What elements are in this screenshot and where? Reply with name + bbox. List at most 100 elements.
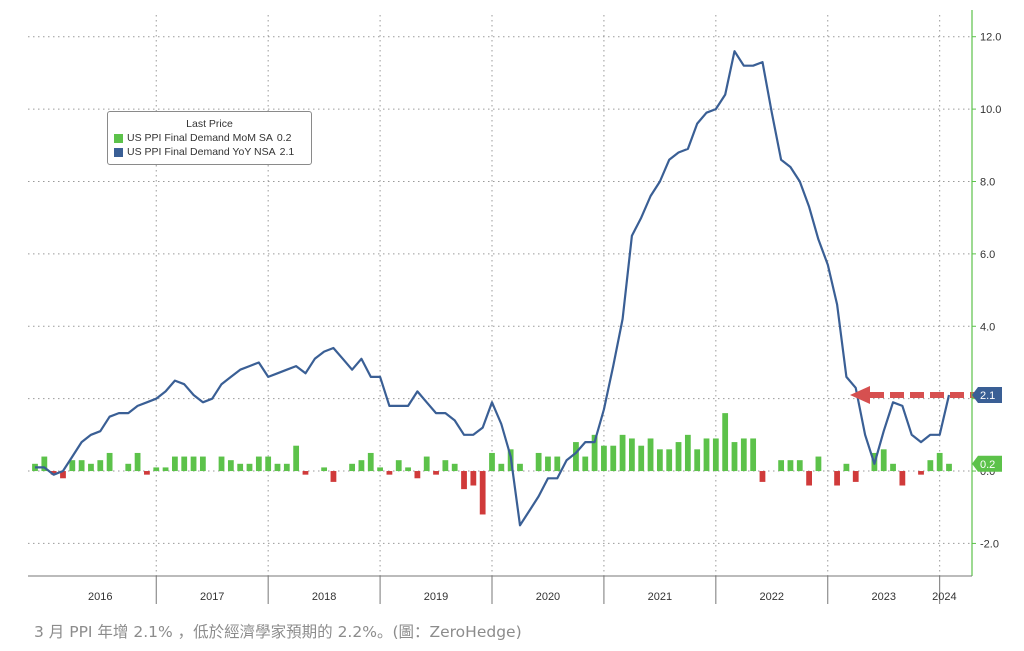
legend-item-mom: US PPI Final Demand MoM SA 0.2 [114,132,311,144]
mom-bar [442,460,449,472]
caption: 3 月 PPI 年增 2.1% ，低於經濟學家預期的 2.2%。(圖：ZeroH… [34,623,522,641]
mom-bar [703,438,710,472]
x-axis: 2016 2017 2018 2019 2020 2021 2022 2023 2024 [28,575,972,604]
value-tag-shape [972,455,1002,472]
y-axis: 12.010.08.06.04.02.00.0-2.02.10.2 [971,10,1002,576]
mom-bar [60,471,66,479]
mom-bar [461,471,467,490]
mom-bar [936,452,943,472]
arrow-head [850,386,870,405]
mom-bar [395,460,402,472]
legend-label-mom: US PPI Final Demand MoM SA [127,132,273,144]
mom-bar [172,456,178,472]
mom-bar [386,471,393,475]
mom-bar [274,463,281,472]
mom-bar [666,449,673,472]
mom-bar [302,471,309,475]
mom-bar [489,452,495,472]
mom-bar [255,456,262,472]
mom-bar [694,449,701,472]
mom-bar [330,471,337,482]
mom-bar [88,463,94,472]
mom-bar [834,471,840,486]
mom-bar [778,460,785,472]
mom-bar [218,456,225,472]
x-tick-label: 2024 [932,591,956,603]
mom-bars [32,413,952,515]
legend: Last Price US PPI Final Demand MoM SA 0.… [107,111,312,165]
mom-bar [358,460,365,472]
mom-bar [451,463,458,472]
mom-value-tag: 0.2 [972,455,1002,472]
mom-bar [134,452,141,472]
mom-bar [675,442,682,472]
y-tick-label: 8.0 [980,176,995,188]
mom-bar [890,463,896,472]
mom-bar [405,467,411,472]
y-tick-label: -2.0 [980,538,999,550]
mom-bar [190,456,197,472]
x-tick-label: 2023 [871,591,895,603]
y-tick-label: 10.0 [980,104,1001,116]
mom-bar [722,413,729,472]
x-tick-label: 2017 [200,591,224,603]
mom-bar [656,449,663,472]
y-tick-label: 4.0 [980,321,995,333]
grid [28,15,972,576]
mom-bar [647,438,654,472]
arrow-annotation [850,386,976,405]
mom-bar [423,456,430,472]
mom-bar [283,463,290,472]
y-tick-label: 6.0 [980,249,995,261]
mom-bar [367,452,374,472]
legend-swatch-mom [114,133,123,143]
mom-bar [750,438,757,472]
mom-bar [787,460,794,472]
mom-bar [433,471,439,475]
mom-bar [601,445,607,472]
mom-bar [162,467,169,472]
mom-bar [796,460,803,472]
mom-bar [582,456,589,472]
x-tick-label: 2022 [760,591,784,603]
mom-bar [41,456,48,472]
ppi-chart: 12.010.08.06.04.02.00.0-2.02.10.2 201620… [28,10,1002,604]
mom-bar [517,463,523,472]
mom-bar [125,463,132,472]
mom-bar [479,471,486,515]
mom-bar [377,467,383,472]
x-tick-label: 2019 [424,591,448,603]
mom-bar [69,460,76,472]
mom-bar [78,460,85,472]
value-tag-shape [972,387,1002,404]
mom-bar [815,456,822,472]
mom-bar [880,449,887,472]
mom-bar [545,456,551,472]
legend-value-mom: 0.2 [276,132,292,144]
mom-bar [843,463,850,472]
mom-bar [470,471,477,486]
legend-item-yoy: US PPI Final Demand YoY NSA 2.1 [114,146,311,158]
legend-swatch-yoy [114,147,123,157]
mom-bar [638,445,645,472]
mom-bar [50,471,57,475]
mom-bar [852,471,859,482]
mom-bar [321,467,328,472]
y-tick-label: 12.0 [980,32,1001,44]
mom-bar [246,463,253,472]
mom-bar [629,438,635,472]
mom-bar [414,471,421,479]
yoy-value-tag: 2.1 [972,387,1002,404]
chart-area: 12.010.08.06.04.02.00.0-2.02.10.2 201620… [28,10,1002,604]
mom-bar [554,456,561,472]
mom-bar [535,452,542,472]
mom-bar [740,438,747,472]
mom-bar [918,471,924,475]
mom-bar [591,434,598,472]
mom-bar [153,467,160,472]
mom-bar [684,434,691,472]
mom-bar [573,442,579,472]
mom-bar [97,460,104,472]
mom-bar [731,442,738,472]
mom-bar [759,471,766,482]
